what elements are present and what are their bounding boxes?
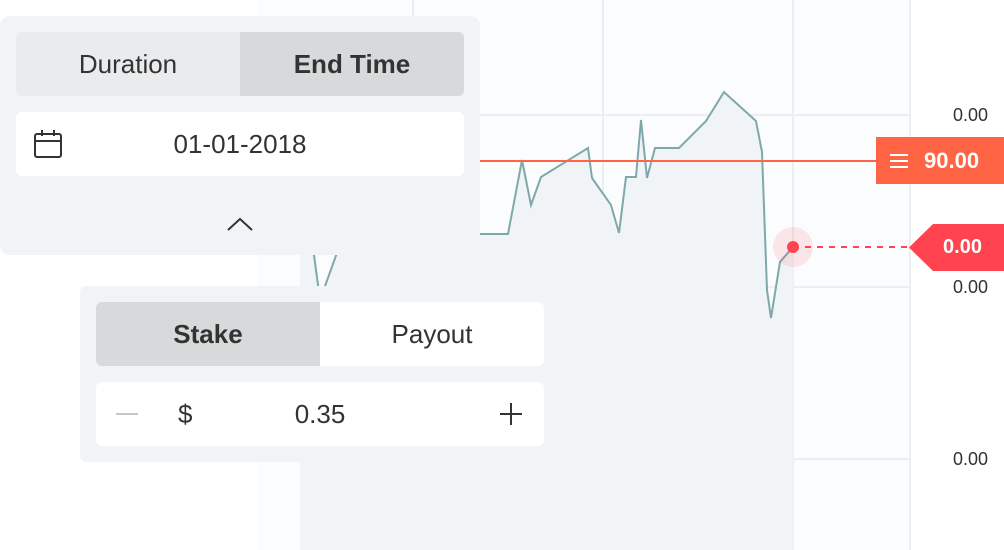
end-date-value: 01-01-2018 xyxy=(173,129,307,159)
tab-end-time[interactable]: End Time xyxy=(240,32,464,96)
tab-stake[interactable]: Stake xyxy=(96,302,320,366)
price-axis-label: 0.00 xyxy=(952,449,988,469)
current-spot-dot xyxy=(787,241,799,253)
tab-payout[interactable]: Payout xyxy=(391,318,473,349)
plus-icon[interactable] xyxy=(500,403,522,425)
tab-duration[interactable]: Duration xyxy=(78,48,178,79)
price-axis-label: 0.00 xyxy=(952,277,988,297)
currency-symbol: $ xyxy=(178,399,193,429)
price-axis-label: 0.00 xyxy=(952,105,988,125)
amount-field: $ 0.35 xyxy=(96,382,544,446)
current-spot-value: 0.00 xyxy=(943,236,982,258)
barrier-value: 90.00 xyxy=(924,147,980,173)
chevron-up-icon[interactable] xyxy=(226,216,254,232)
stake-panel: Stake Payout $ 0.35 xyxy=(80,286,560,462)
amount-input[interactable]: 0.35 xyxy=(294,399,346,429)
calendar-icon xyxy=(34,130,62,158)
duration-mode-toggle: Duration End Time xyxy=(16,32,464,96)
minus-icon[interactable] xyxy=(116,413,138,415)
duration-panel: Duration End Time 01-01-2018 xyxy=(0,16,480,255)
barrier-tag[interactable]: 90.00 xyxy=(876,137,1004,184)
stake-mode-toggle: Stake Payout xyxy=(96,302,544,366)
end-date-field[interactable]: 01-01-2018 xyxy=(16,112,464,176)
menu-icon xyxy=(890,150,908,172)
